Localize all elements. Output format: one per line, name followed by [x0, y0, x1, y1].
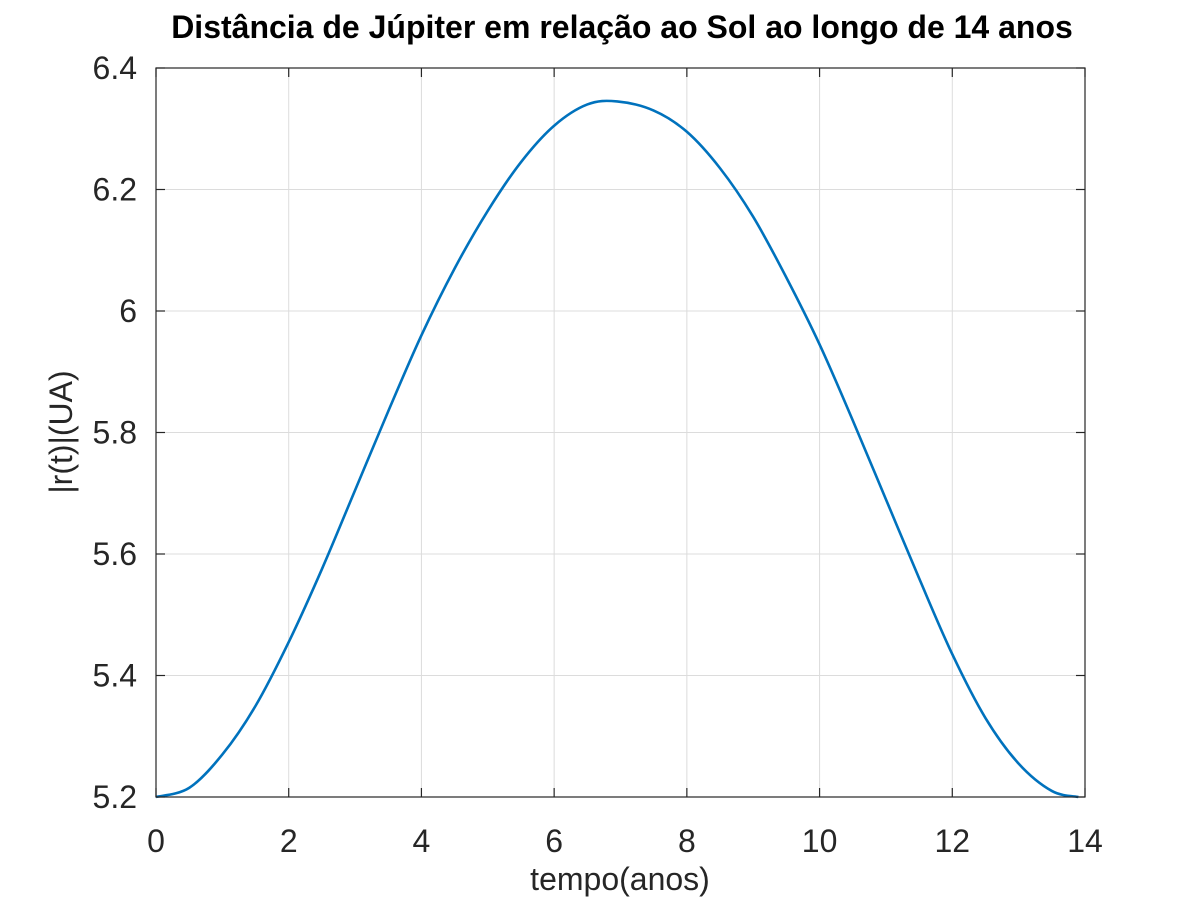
x-tick-label: 12 — [934, 823, 970, 859]
x-tick-label: 10 — [802, 823, 838, 859]
x-tick-label: 8 — [678, 823, 696, 859]
x-axis-label: tempo(anos) — [530, 861, 710, 897]
grid-lines — [156, 68, 1085, 797]
x-tick-label: 2 — [280, 823, 298, 859]
x-tick-label: 4 — [413, 823, 431, 859]
x-tick-label: 6 — [545, 823, 563, 859]
x-tick-labels: 0 2 4 6 8 10 12 14 — [147, 823, 1103, 859]
y-tick-label: 5.8 — [93, 415, 137, 451]
chart-title: Distância de Júpiter em relação ao Sol a… — [171, 9, 1073, 45]
y-tick-labels: 5.2 5.4 5.6 5.8 6 6.2 6.4 — [93, 50, 137, 815]
y-tick-label: 6 — [119, 293, 137, 329]
series-line — [155, 99, 1079, 799]
y-tick-label: 5.2 — [93, 779, 137, 815]
x-tick-label: 14 — [1067, 823, 1103, 859]
series-layer — [155, 99, 1079, 799]
y-tick-label: 5.4 — [93, 658, 137, 694]
y-tick-label: 6.2 — [93, 172, 137, 208]
x-tick-label: 0 — [147, 823, 165, 859]
y-tick-label: 5.6 — [93, 536, 137, 572]
tick-marks — [155, 67, 1086, 798]
y-axis-label: |r(t)|(UA) — [43, 370, 79, 493]
y-tick-label: 6.4 — [93, 50, 137, 86]
